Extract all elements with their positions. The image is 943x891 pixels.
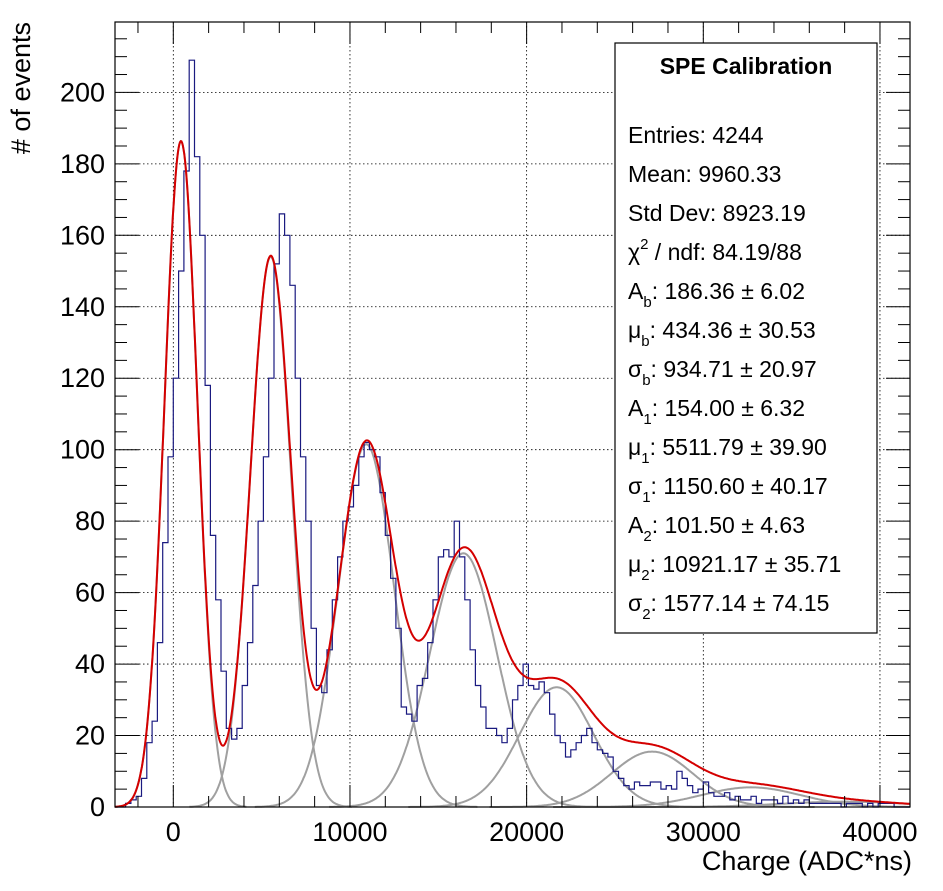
histogram-layer [115, 59, 910, 808]
y-tick-label-0: 0 [90, 792, 105, 822]
stats-param-2: σb: 934.71 ± 20.97 [628, 356, 817, 389]
x-tick-label-2: 20000 [489, 817, 564, 847]
param-symbol: σ [628, 356, 642, 382]
y-tick-label-9: 180 [60, 149, 105, 179]
stats-param-7: μ2: 10921.17 ± 35.71 [628, 551, 841, 584]
plot-frame [114, 21, 911, 808]
param-subscript: 1 [643, 411, 651, 428]
param-symbol: A [628, 512, 644, 538]
x-tick-label-0: 0 [166, 817, 181, 847]
stats-param-6: A2: 101.50 ± 4.63 [628, 512, 805, 545]
fit-component-3 [329, 552, 598, 808]
stats-param-4: μ1: 5511.79 ± 39.90 [628, 434, 827, 467]
param-symbol: μ [628, 434, 641, 460]
y-tick-label-3: 60 [75, 578, 105, 608]
param-subscript: 1 [642, 489, 650, 506]
x-tick-label-1: 10000 [312, 817, 387, 847]
param-subscript: 2 [641, 567, 649, 584]
param-symbol: A [628, 395, 644, 421]
tick-labels: 0 10000 20000 30000 40000 0 20 40 60 80 100 120 140 1… [60, 77, 918, 847]
histogram-data [115, 59, 910, 808]
chi2-value: / ndf: 84.19/88 [648, 239, 801, 265]
y-axis-label: # of events [6, 22, 36, 154]
param-value: : 1577.14 ± 74.15 [651, 590, 830, 616]
stats-box: SPE Calibration Entries: 4244 Mean: 9960… [614, 42, 878, 634]
x-tick-label-3: 30000 [666, 817, 741, 847]
param-symbol: σ [628, 473, 642, 499]
fit-component-2 [254, 443, 478, 808]
stats-param-8: σ2: 1577.14 ± 74.15 [628, 590, 829, 623]
param-subscript: 2 [642, 606, 650, 623]
stats-mean: Mean: 9960.33 [628, 161, 781, 187]
param-value: : 154.00 ± 6.32 [652, 395, 805, 421]
chi2-symbol: χ [628, 239, 640, 265]
param-subscript: b [643, 294, 651, 311]
stats-box-frame [614, 42, 878, 634]
param-value: : 10921.17 ± 35.71 [650, 551, 842, 577]
stats-param-3: A1: 154.00 ± 6.32 [628, 395, 805, 428]
y-tick-label-4: 80 [75, 506, 105, 536]
param-value: : 101.50 ± 4.63 [652, 512, 805, 538]
stats-entries: Entries: 4244 [628, 122, 764, 148]
stats-chi2: χ2 / ndf: 84.19/88 [628, 236, 802, 265]
axis-ticks [115, 22, 910, 808]
y-tick-label-6: 120 [60, 363, 105, 393]
stats-param-5: σ1: 1150.60 ± 40.17 [628, 473, 828, 506]
param-symbol: μ [628, 317, 641, 343]
param-symbol: σ [628, 590, 642, 616]
param-value: : 434.36 ± 30.53 [650, 317, 816, 343]
x-tick-label-4: 40000 [842, 817, 917, 847]
param-subscript: b [641, 333, 649, 350]
stats-title: SPE Calibration [660, 53, 833, 79]
param-value: : 1150.60 ± 40.17 [651, 473, 828, 499]
stats-param-0: Ab: 186.36 ± 6.02 [628, 278, 805, 311]
param-subscript: b [642, 372, 650, 389]
stats-param-1: μb: 434.36 ± 30.53 [628, 317, 816, 350]
param-symbol: μ [628, 551, 641, 577]
total-fit-layer [114, 140, 910, 808]
stats-std-dev: Std Dev: 8923.19 [628, 200, 806, 226]
total-fit-curve [114, 140, 910, 808]
y-tick-label-10: 200 [60, 77, 105, 107]
param-subscript: 2 [643, 528, 651, 545]
param-symbol: A [628, 278, 644, 304]
y-tick-label-1: 20 [75, 721, 105, 751]
param-value: : 934.71 ± 20.97 [651, 356, 817, 382]
chi2-superscript: 2 [640, 236, 648, 253]
param-value: : 5511.79 ± 39.90 [650, 434, 827, 460]
y-tick-label-5: 100 [60, 435, 105, 465]
param-subscript: 1 [641, 450, 649, 467]
y-tick-label-7: 140 [60, 292, 105, 322]
x-axis-label: Charge (ADC*ns) [702, 846, 912, 876]
param-value: : 186.36 ± 6.02 [652, 278, 805, 304]
y-tick-label-2: 40 [75, 649, 105, 679]
y-tick-label-8: 160 [60, 220, 105, 250]
